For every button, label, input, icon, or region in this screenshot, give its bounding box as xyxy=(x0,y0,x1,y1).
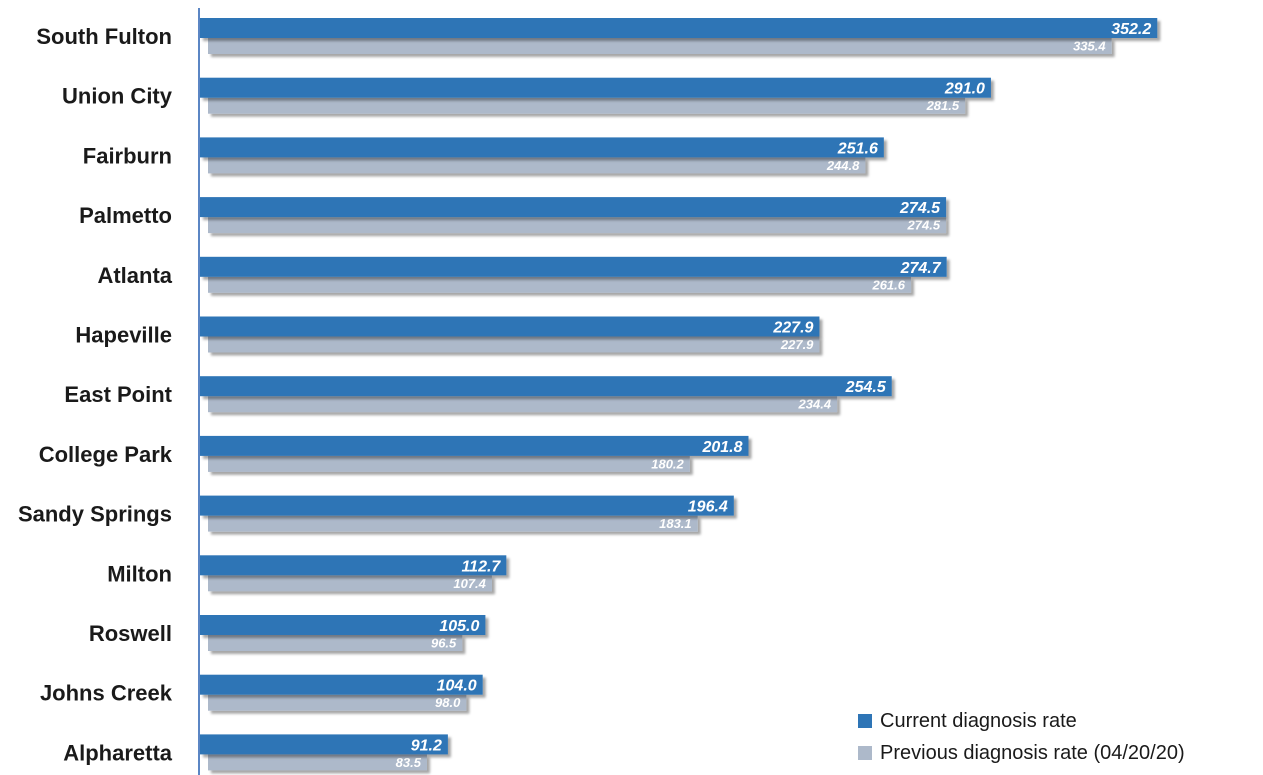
category-label-sandy-springs: Sandy Springs xyxy=(18,502,172,527)
legend-label-previous: Previous diagnosis rate (04/20/20) xyxy=(880,742,1185,764)
category-label-fairburn: Fairburn xyxy=(83,143,172,168)
value-label-previous-college-park: 180.2 xyxy=(651,456,684,471)
bar-current-east-point xyxy=(200,376,892,397)
bar-previous-milton xyxy=(208,575,492,592)
bar-previous-palmetto xyxy=(208,217,947,234)
value-label-previous-milton: 107.4 xyxy=(453,576,486,591)
value-label-current-south-fulton: 352.2 xyxy=(1111,21,1151,38)
legend: Current diagnosis rate Previous diagnosis… xyxy=(858,710,1185,764)
value-label-previous-palmetto: 274.5 xyxy=(907,218,941,233)
value-label-previous-alpharetta: 83.5 xyxy=(396,755,422,770)
value-label-current-palmetto: 274.5 xyxy=(899,200,941,217)
category-label-college-park: College Park xyxy=(39,442,173,467)
value-label-previous-union-city: 281.5 xyxy=(926,98,960,113)
value-label-current-fairburn: 251.6 xyxy=(837,140,878,157)
value-label-current-alpharetta: 91.2 xyxy=(411,737,442,754)
value-label-current-union-city: 291.0 xyxy=(944,81,985,98)
bar-previous-johns-creek xyxy=(208,694,467,711)
value-label-previous-atlanta: 261.6 xyxy=(871,277,905,292)
value-label-previous-fairburn: 244.8 xyxy=(826,158,860,173)
value-label-current-east-point: 254.5 xyxy=(845,379,887,396)
bar-current-palmetto xyxy=(200,197,947,218)
value-label-previous-east-point: 234.4 xyxy=(798,397,832,412)
category-label-hapeville: Hapeville xyxy=(75,323,172,348)
bar-current-sandy-springs xyxy=(200,495,734,516)
bar-current-milton xyxy=(200,555,507,576)
category-label-south-fulton: South Fulton xyxy=(36,24,172,49)
bar-current-college-park xyxy=(200,435,749,456)
bar-previous-east-point xyxy=(208,396,838,413)
value-label-current-roswell: 105.0 xyxy=(439,618,479,635)
value-label-previous-johns-creek: 98.0 xyxy=(435,695,461,710)
category-label-roswell: Roswell xyxy=(89,621,172,646)
bar-current-alpharetta xyxy=(200,734,448,755)
bar-current-hapeville xyxy=(200,316,820,337)
bar-previous-college-park xyxy=(208,455,690,472)
value-label-previous-hapeville: 227.9 xyxy=(780,337,814,352)
value-label-current-atlanta: 274.7 xyxy=(900,260,942,277)
value-label-current-college-park: 201.8 xyxy=(701,439,742,456)
value-label-previous-south-fulton: 335.4 xyxy=(1073,39,1106,54)
bar-current-union-city xyxy=(200,77,991,98)
legend-swatch-previous xyxy=(858,746,872,760)
bar-current-south-fulton xyxy=(200,18,1158,38)
category-label-milton: Milton xyxy=(107,561,172,586)
category-label-union-city: Union City xyxy=(62,84,173,109)
value-label-current-milton: 112.7 xyxy=(461,558,501,575)
legend-label-current: Current diagnosis rate xyxy=(880,710,1077,732)
bar-current-atlanta xyxy=(200,256,947,277)
bar-previous-south-fulton xyxy=(208,38,1112,54)
category-label-atlanta: Atlanta xyxy=(97,263,172,288)
bar-previous-roswell xyxy=(208,635,463,651)
bar-previous-hapeville xyxy=(208,336,820,353)
category-label-palmetto: Palmetto xyxy=(79,203,172,228)
bar-previous-atlanta xyxy=(208,276,912,293)
category-labels: South Fulton Union City Fairburn Palmetto At… xyxy=(18,24,173,765)
bar-previous-union-city xyxy=(208,97,966,114)
bar-previous-alpharetta xyxy=(208,754,427,771)
value-label-current-johns-creek: 104.0 xyxy=(437,678,477,695)
legend-swatch-current xyxy=(858,714,872,728)
value-label-previous-roswell: 96.5 xyxy=(431,636,457,651)
bar-previous-fairburn xyxy=(208,157,866,174)
bar-current-roswell xyxy=(200,615,486,635)
bar-current-fairburn xyxy=(200,137,884,158)
value-label-current-hapeville: 227.9 xyxy=(772,320,813,337)
value-label-previous-sandy-springs: 183.1 xyxy=(659,516,692,531)
bar-current-johns-creek xyxy=(200,674,483,695)
category-label-alpharetta: Alpharetta xyxy=(63,740,173,765)
category-label-east-point: East Point xyxy=(64,382,172,407)
category-label-johns-creek: Johns Creek xyxy=(40,681,173,706)
value-label-current-sandy-springs: 196.4 xyxy=(688,499,728,516)
bar-previous-sandy-springs xyxy=(208,515,698,532)
